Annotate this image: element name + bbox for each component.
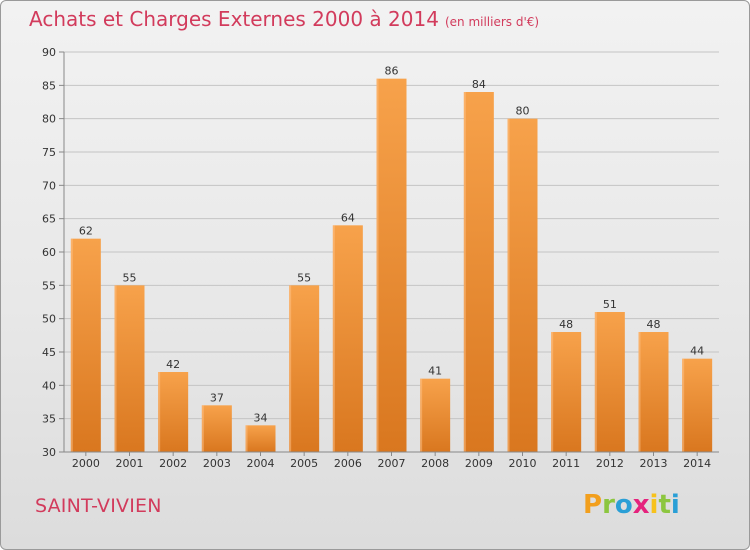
y-tick-label: 40: [42, 379, 56, 392]
x-tick-label-2002: 2002: [159, 457, 187, 470]
data-label-2012: 51: [603, 298, 617, 311]
bar-highlight: [70, 238, 73, 452]
x-tick-label-2010: 2010: [509, 457, 537, 470]
chart-unit: (en milliers d'€): [444, 15, 540, 29]
data-label-2003: 37: [210, 391, 224, 404]
x-tick-label-2013: 2013: [640, 457, 668, 470]
data-label-2007: 86: [385, 65, 399, 78]
data-label-2008: 41: [428, 365, 442, 378]
y-tick-label: 90: [42, 46, 56, 59]
bar-highlight: [594, 312, 597, 452]
data-label-2005: 55: [297, 271, 311, 284]
bar-2013: [638, 332, 669, 452]
bar-2006: [332, 225, 363, 452]
chart-title-text: Achats et Charges Externes 2000 à 2014: [29, 7, 439, 31]
bar-highlight: [638, 332, 641, 452]
y-tick-label: 55: [42, 279, 56, 292]
data-label-2004: 34: [254, 411, 268, 424]
data-label-2002: 42: [166, 358, 180, 371]
logo-letter: x: [632, 490, 650, 520]
data-label-2009: 84: [472, 78, 486, 91]
bar-2001: [114, 285, 145, 452]
bars: [70, 78, 713, 453]
bar-2003: [201, 405, 232, 452]
data-label-2001: 55: [123, 271, 137, 284]
x-tick-label-2004: 2004: [247, 457, 275, 470]
logo-letter: P: [583, 490, 603, 520]
y-tick-label: 30: [42, 446, 56, 459]
x-tick-label-2006: 2006: [334, 457, 362, 470]
bar-2005: [289, 285, 320, 452]
y-tick-label: 65: [42, 213, 56, 226]
bar-2004: [245, 425, 276, 452]
data-label-2000: 62: [79, 225, 93, 238]
x-tick-label-2000: 2000: [72, 457, 100, 470]
x-tick-label-2007: 2007: [378, 457, 406, 470]
y-tick-label: 85: [42, 79, 56, 92]
y-tick-label: 75: [42, 146, 56, 159]
bar-highlight: [201, 405, 204, 452]
bar-highlight: [114, 285, 117, 452]
y-tick-label: 35: [42, 413, 56, 426]
bar-highlight: [158, 372, 161, 452]
logo-letter: i: [649, 490, 659, 520]
bar-2008: [420, 378, 451, 452]
axes: [59, 51, 719, 456]
bar-highlight: [332, 225, 335, 452]
proxiti-logo: Proxiti: [583, 490, 680, 520]
bar-2010: [507, 118, 538, 453]
logo-letter: t: [658, 490, 671, 520]
data-label-2013: 48: [647, 318, 661, 331]
logo-letter: o: [614, 490, 633, 520]
x-tick-label-2011: 2011: [552, 457, 580, 470]
logo-letter: i: [670, 490, 680, 520]
bar-2011: [551, 332, 582, 452]
y-tick-label: 45: [42, 346, 56, 359]
y-tick-label: 50: [42, 313, 56, 326]
x-tick-label-2014: 2014: [683, 457, 711, 470]
chart-title: Achats et Charges Externes 2000 à 2014 (e…: [29, 7, 539, 31]
x-tick-label-2009: 2009: [465, 457, 493, 470]
bar-highlight: [376, 78, 379, 453]
y-tick-label: 60: [42, 246, 56, 259]
bar-2000: [70, 238, 101, 452]
x-tick-label-2008: 2008: [421, 457, 449, 470]
bar-2014: [682, 358, 713, 452]
x-tick-label-2003: 2003: [203, 457, 231, 470]
bar-highlight: [289, 285, 292, 452]
place-name: SAINT-VIVIEN: [35, 495, 162, 517]
data-label-2011: 48: [559, 318, 573, 331]
bar-2012: [594, 312, 625, 452]
bar-highlight: [245, 425, 248, 452]
bar-2009: [463, 92, 494, 452]
x-tick-label-2005: 2005: [290, 457, 318, 470]
bar-highlight: [682, 358, 685, 452]
bar-2002: [158, 372, 189, 452]
data-label-2006: 64: [341, 211, 355, 224]
x-tick-label-2012: 2012: [596, 457, 624, 470]
bar-highlight: [420, 378, 423, 452]
x-tick-label-2001: 2001: [116, 457, 144, 470]
bar-highlight: [551, 332, 554, 452]
bar-highlight: [463, 92, 466, 452]
labels: 30 35 40 45 50 55 60 65 70 75 80 85 90 62 2000 55 2001 42…: [42, 46, 711, 470]
y-tick-label: 80: [42, 113, 56, 126]
logo-letter: r: [602, 490, 615, 520]
data-label-2010: 80: [516, 105, 530, 118]
data-label-2014: 44: [690, 345, 704, 358]
bar-highlight: [507, 118, 510, 453]
bar-2007: [376, 78, 407, 453]
y-tick-label: 70: [42, 179, 56, 192]
